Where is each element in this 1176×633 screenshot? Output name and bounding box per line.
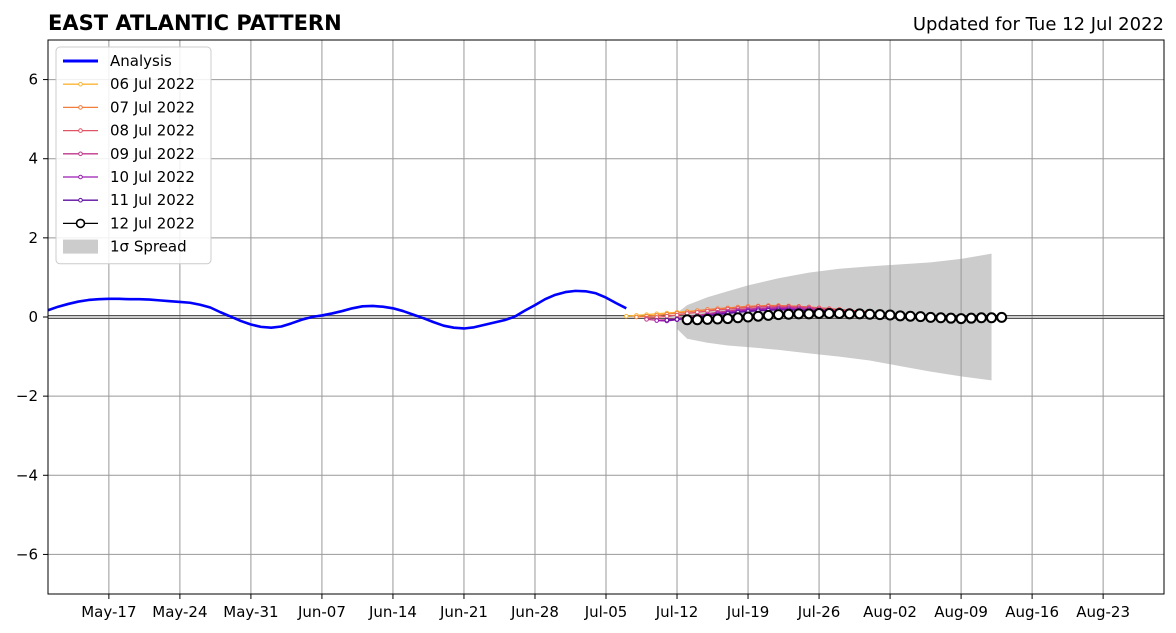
data-point (884, 309, 896, 321)
data-point (722, 313, 734, 325)
x-tick-label: Jun-07 (297, 603, 346, 621)
data-point (644, 317, 649, 322)
legend-marker (78, 81, 83, 87)
legend-box (55, 46, 212, 265)
data-point (783, 308, 795, 320)
legend-label: 10 Jul 2022 (110, 168, 195, 186)
x-tick-label: Jun-28 (510, 603, 559, 621)
x-tick-label: Jul-05 (584, 603, 628, 621)
legend-entry: 12 Jul 2022 (63, 214, 195, 232)
legend-entry: 10 Jul 2022 (63, 168, 195, 186)
x-tick-label: May-17 (81, 603, 136, 621)
data-point (762, 309, 774, 321)
legend-label: 1σ Spread (110, 238, 187, 256)
data-point (732, 312, 744, 324)
series-line (47, 289, 627, 330)
legend-marker (78, 105, 83, 110)
data-point (925, 311, 937, 323)
data-point (813, 307, 825, 319)
data-point (864, 308, 876, 320)
data-point (935, 312, 947, 324)
y-tick-label: 4 (28, 150, 38, 168)
y-tick-label: 2 (28, 229, 38, 247)
legend-marker (78, 128, 83, 133)
legend-marker (78, 151, 83, 157)
x-tick-label: Jun-21 (439, 603, 488, 621)
data-point (975, 312, 987, 324)
data-point (915, 311, 927, 323)
x-tick-label: Jul-19 (726, 603, 770, 621)
x-tick-label: Jun-14 (368, 603, 417, 621)
data-point (654, 318, 660, 323)
x-tick-label: May-24 (152, 603, 207, 621)
legend-entry: 08 Jul 2022 (63, 122, 195, 140)
legend-entry: 11 Jul 2022 (63, 191, 195, 209)
data-point (854, 308, 866, 320)
data-point (843, 308, 855, 320)
data-point (874, 309, 886, 321)
data-point (623, 313, 629, 319)
data-point (955, 313, 967, 325)
series-0 (47, 289, 627, 330)
data-point (996, 311, 1008, 323)
y-tick-label: 0 (28, 308, 38, 326)
legend-entry: 07 Jul 2022 (63, 98, 195, 116)
data-point (664, 317, 670, 323)
legend-entry: 06 Jul 2022 (63, 75, 195, 93)
y-tick-label: −4 (16, 466, 38, 484)
legend-label: 09 Jul 2022 (110, 145, 195, 163)
y-tick-label: 6 (28, 71, 38, 89)
data-point (793, 308, 805, 320)
legend-entry: 09 Jul 2022 (63, 145, 195, 163)
legend-swatch (63, 239, 98, 254)
x-tick-label: Aug-23 (1076, 603, 1130, 621)
data-point (904, 310, 916, 322)
data-point (681, 314, 693, 326)
legend: Analysis 06 Jul 2022 07 Jul 2022 08 Jul 202… (55, 46, 212, 265)
data-point (772, 309, 784, 321)
series-7 (681, 307, 1008, 326)
x-tick-label: Jul-26 (797, 603, 841, 621)
y-tick-label: −6 (16, 545, 38, 563)
data-point (894, 310, 906, 322)
x-tick-label: May-31 (223, 603, 278, 621)
x-tick-label: Aug-09 (934, 603, 988, 621)
legend-marker (75, 218, 86, 229)
legend-label: 08 Jul 2022 (110, 122, 195, 140)
data-point (833, 307, 845, 319)
legend-entry: 1σ Spread (63, 238, 187, 256)
data-point (712, 313, 724, 325)
data-point (691, 314, 703, 326)
data-point (634, 314, 639, 320)
legend-marker (78, 197, 83, 203)
x-tick-label: Jul-12 (655, 603, 699, 621)
data-point (674, 317, 680, 322)
x-tick-label: Aug-02 (863, 603, 917, 621)
chart-subtitle: Updated for Tue 12 Jul 2022 (913, 14, 1164, 35)
legend-label: 06 Jul 2022 (110, 75, 195, 93)
data-point (664, 313, 670, 319)
legend-label: 12 Jul 2022 (110, 214, 195, 232)
legend-entry: Analysis (63, 52, 172, 70)
plot-area: May-17 May-24 May-31 Jun-07 Jun-14 Jun-21 Jun-… (16, 39, 1165, 621)
chart-title: EAST ATLANTIC PATTERN (48, 11, 342, 35)
data-point (674, 312, 680, 318)
data-point (945, 312, 957, 324)
data-point (803, 308, 815, 320)
legend-marker (78, 174, 83, 180)
legend-label: 11 Jul 2022 (110, 191, 195, 209)
legend-label: Analysis (110, 52, 172, 70)
data-point (986, 312, 998, 324)
data-point (752, 310, 764, 322)
data-point (701, 313, 713, 325)
legend-label: 07 Jul 2022 (110, 98, 195, 116)
data-point (742, 311, 754, 323)
data-point (965, 312, 977, 324)
x-tick-label: Aug-16 (1005, 603, 1059, 621)
y-tick-label: −2 (16, 387, 38, 405)
data-point (823, 307, 835, 319)
